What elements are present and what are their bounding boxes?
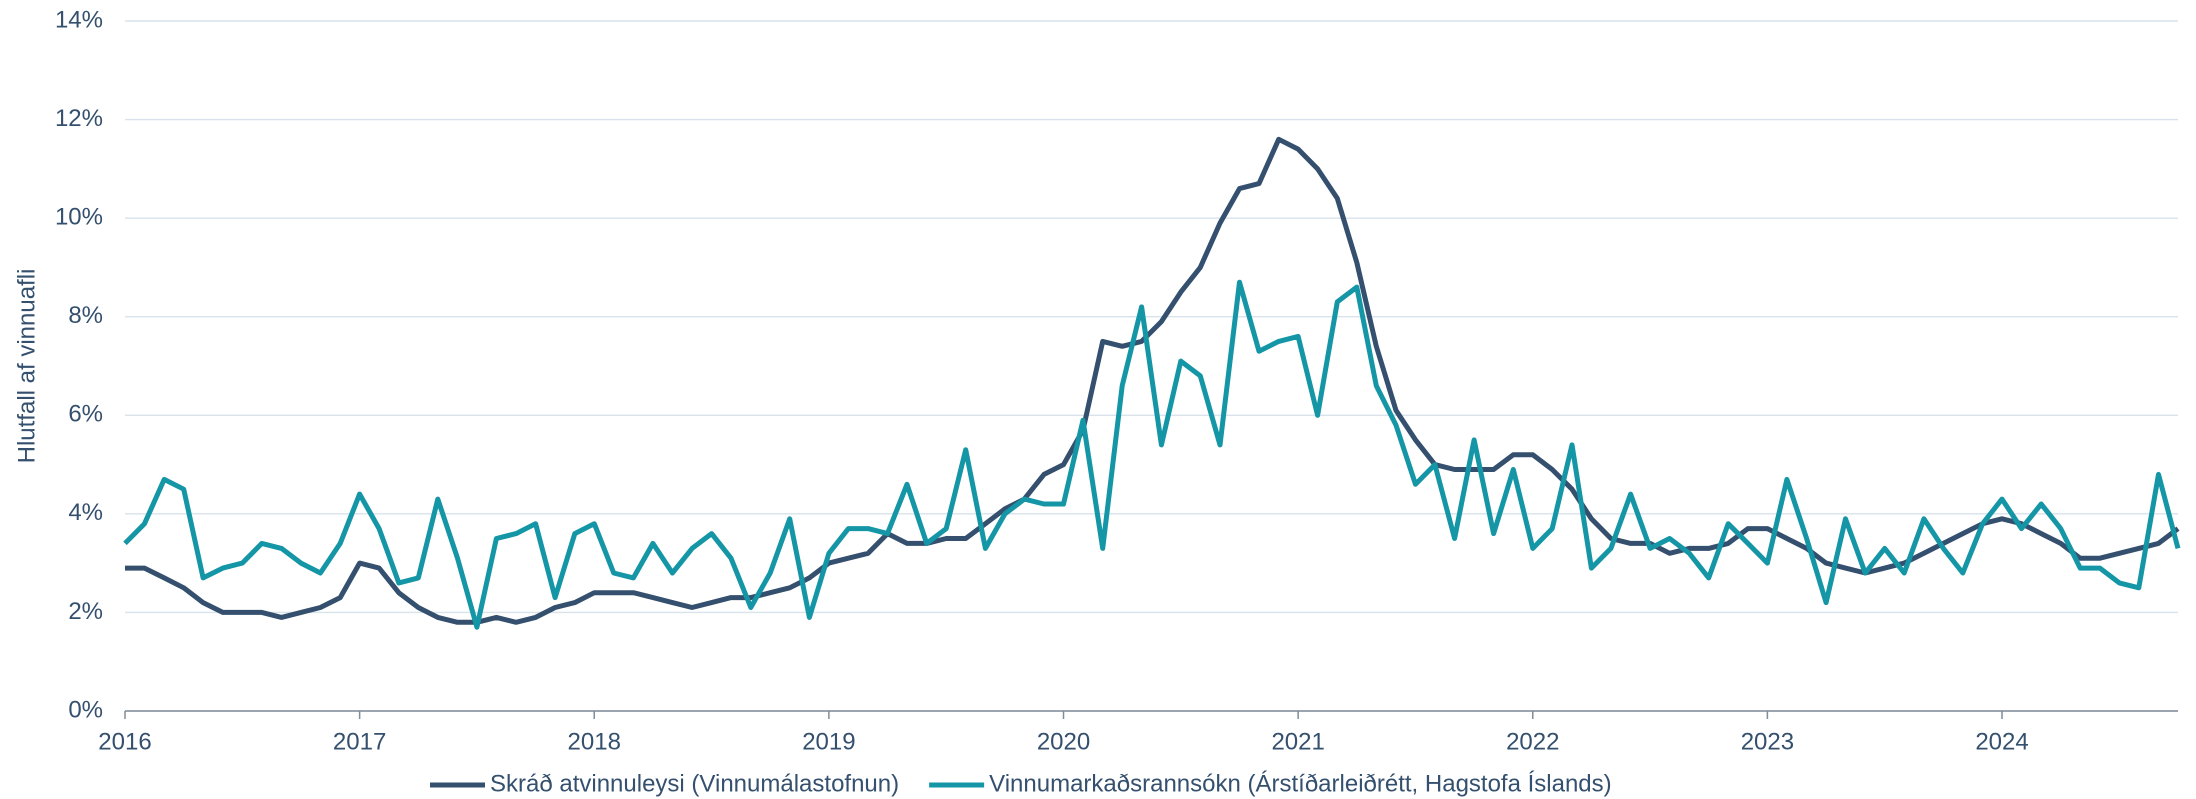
x-tick-label: 2022	[1506, 728, 1559, 755]
legend-label: Vinnumarkaðsrannsókn (Árstíðarleiðrétt, …	[989, 770, 1612, 797]
y-axis-label: Hlutfall af vinnuafli	[13, 269, 40, 464]
x-tick-label: 2023	[1741, 728, 1794, 755]
y-tick-label: 6%	[68, 401, 103, 428]
y-tick-label: 10%	[55, 203, 103, 230]
x-tick-label: 2019	[802, 728, 855, 755]
x-tick-label: 2017	[333, 728, 386, 755]
legend-label: Skráð atvinnuleysi (Vinnumálastofnun)	[490, 770, 899, 797]
x-tick-label: 2021	[1271, 728, 1324, 755]
y-tick-label: 2%	[68, 598, 103, 625]
y-tick-label: 8%	[68, 302, 103, 329]
x-tick-label: 2024	[1975, 728, 2028, 755]
y-tick-label: 0%	[68, 696, 103, 723]
y-tick-label: 4%	[68, 499, 103, 526]
x-tick-label: 2018	[568, 728, 621, 755]
y-tick-label: 14%	[55, 6, 103, 33]
y-tick-label: 12%	[55, 105, 103, 132]
x-tick-label: 2016	[98, 728, 151, 755]
series-line	[123, 279, 2181, 630]
x-tick-label: 2020	[1037, 728, 1090, 755]
